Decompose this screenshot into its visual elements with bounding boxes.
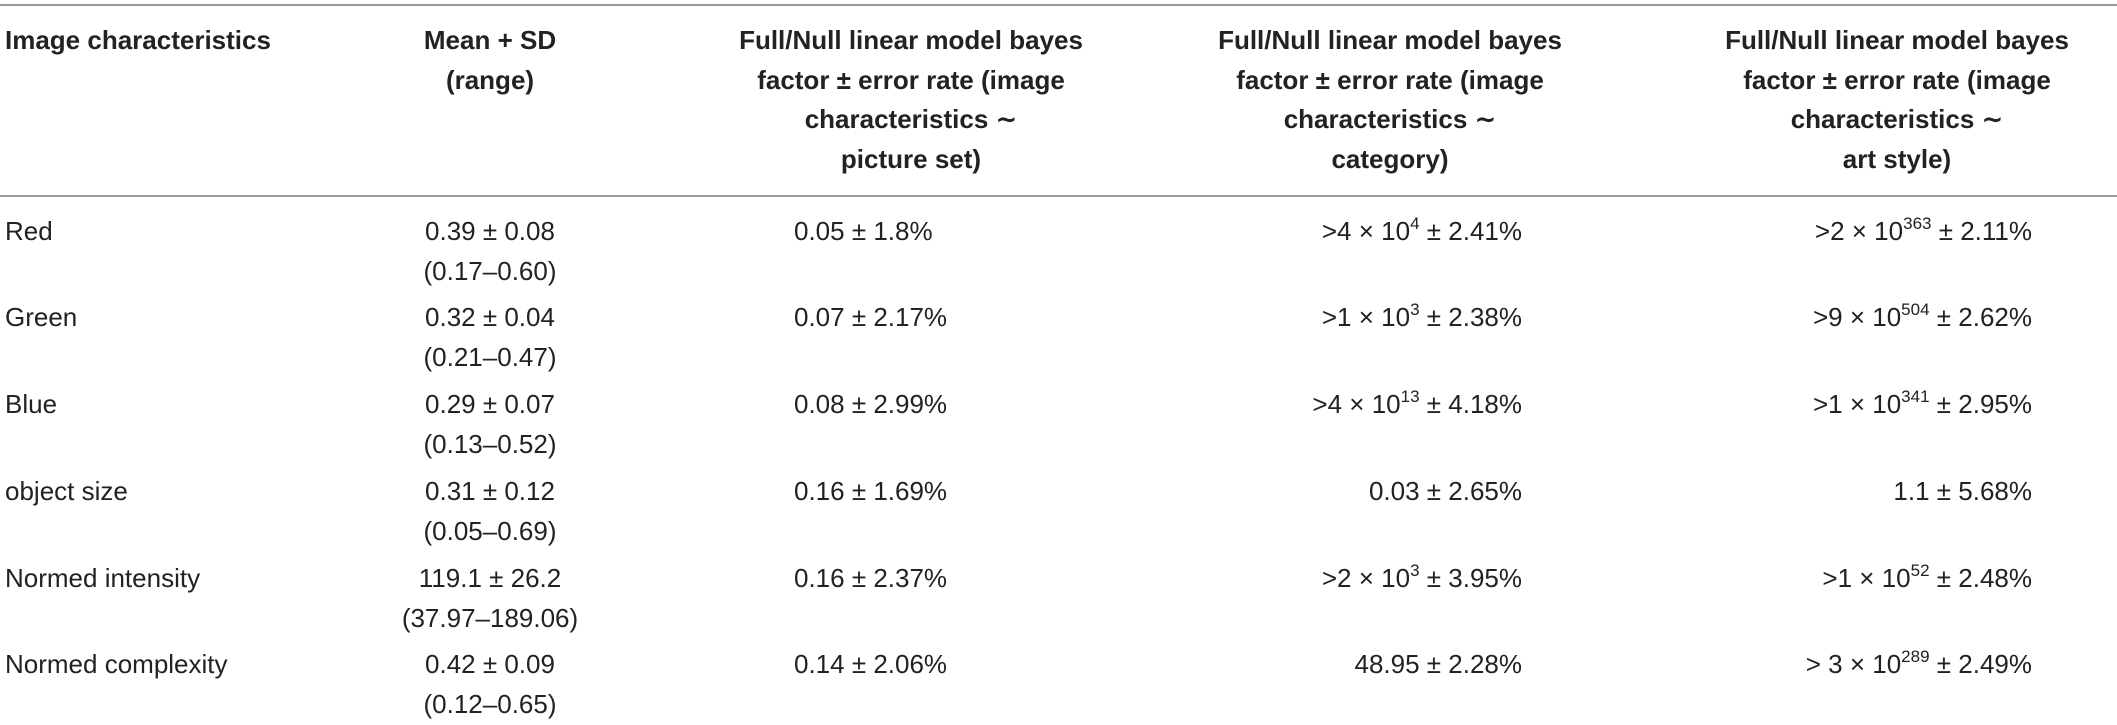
cell: >4 × 104 ± 2.41% [1321,214,1522,246]
exponent: 3 [1410,561,1420,580]
header-cell: (range) [445,64,535,95]
cell-text: ± 2.49% [1929,649,2032,679]
cell: 48.95 ± 2.28% [1354,649,1522,679]
exponent: 504 [1901,300,1930,319]
cell: >9 × 10504 ± 2.62% [1812,300,2032,332]
cell-text: >1 × 10 [1812,389,1902,419]
cell: >2 × 10363 ± 2.11% [1814,214,2032,246]
header-cell: Full/Null linear model bayes [1218,25,1562,55]
cell-mean: 0.32 ± 0.04 [425,302,555,332]
header-cell: characteristics ∼ [1283,104,1497,135]
header-cell: characteristics ∼ [1790,104,2004,135]
cell-text: > 3 × 10 [1805,649,1902,679]
cell-mean: 0.31 ± 0.12 [425,476,555,506]
cell: > 3 × 10289 ± 2.49% [1805,647,2032,679]
cell-text: >4 × 10 [1312,389,1401,419]
cell-text: ± 2.48% [1929,563,2032,593]
header-cell: picture set) [840,144,982,175]
cell-range: (0.05–0.69) [423,516,557,546]
cell-range: (37.97–189.06) [401,603,579,633]
exponent: 341 [1901,387,1930,406]
cell: 0.03 ± 2.65% [1368,476,1522,506]
cell: 0.07 ± 2.17% [794,302,948,332]
cell: Normed intensity [5,563,201,593]
header-cell: Full/Null linear model bayes [739,25,1083,55]
cell: >4 × 1013 ± 4.18% [1312,387,1522,419]
cell: 1.1 ± 5.68% [1893,476,2032,506]
header-cell: factor ± error rate (image [757,64,1065,95]
cell: Green [5,302,78,332]
cell: 0.16 ± 1.69% [794,476,948,506]
cell-range: (0.21–0.47) [423,342,557,372]
cell: >2 × 103 ± 3.95% [1321,561,1522,593]
cell-text: ± 4.18% [1419,389,1522,419]
cell: 0.08 ± 2.99% [794,389,948,419]
cell: object size [5,476,128,506]
cell: 0.16 ± 2.37% [794,563,948,593]
cell-text: >2 × 10 [1814,216,1904,246]
exponent: 52 [1910,561,1930,580]
cell: >1 × 1052 ± 2.48% [1822,561,2032,593]
cell-mean: 0.29 ± 0.07 [425,389,555,419]
cell: Normed complexity [5,649,228,679]
cell-range: (0.13–0.52) [423,429,557,459]
header-cell: Full/Null linear model bayes [1725,25,2069,55]
cell-text: >4 × 10 [1321,216,1411,246]
exponent: 4 [1410,214,1420,233]
cell-text: ± 2.62% [1929,302,2032,332]
exponent: 363 [1903,214,1932,233]
cell: Blue [5,389,58,419]
cell: 0.14 ± 2.06% [794,649,948,679]
cell-text: >1 × 10 [1321,302,1411,332]
exponent: 289 [1901,647,1930,666]
exponent: 3 [1410,300,1420,319]
header-cell: category) [1331,144,1449,175]
cell-mean: 0.42 ± 0.09 [425,649,555,679]
cell: >1 × 10341 ± 2.95% [1812,387,2032,419]
cell-text: ± 3.95% [1419,563,1522,593]
cell-text: >9 × 10 [1812,302,1902,332]
cell: Red [5,216,53,246]
cell-text: ± 2.11% [1931,216,2032,246]
cell-text: ± 2.95% [1929,389,2032,419]
header-rule [0,195,2117,197]
cell-range: (0.17–0.60) [423,256,557,286]
header-cell: art style) [1842,144,1952,175]
cell-text: ± 2.41% [1419,216,1522,246]
cell-text: ± 2.38% [1419,302,1522,332]
cell-mean: 119.1 ± 26.2 [418,563,562,593]
top-rule [0,4,2117,6]
header-cell: characteristics ∼ [804,104,1018,135]
cell-range: (0.12–0.65) [423,689,557,719]
cell: >1 × 103 ± 2.38% [1321,300,1522,332]
exponent: 13 [1400,387,1420,406]
cell-text: >1 × 10 [1822,563,1911,593]
header-cell: Mean + SD [423,25,557,55]
cell-mean: 0.39 ± 0.08 [425,216,555,246]
header-cell: Image characteristics [5,25,271,55]
header-cell: factor ± error rate (image [1236,64,1544,95]
header-cell: factor ± error rate (image [1743,64,2051,95]
cell-text: >2 × 10 [1321,563,1411,593]
cell: 0.05 ± 1.8% [794,216,933,246]
